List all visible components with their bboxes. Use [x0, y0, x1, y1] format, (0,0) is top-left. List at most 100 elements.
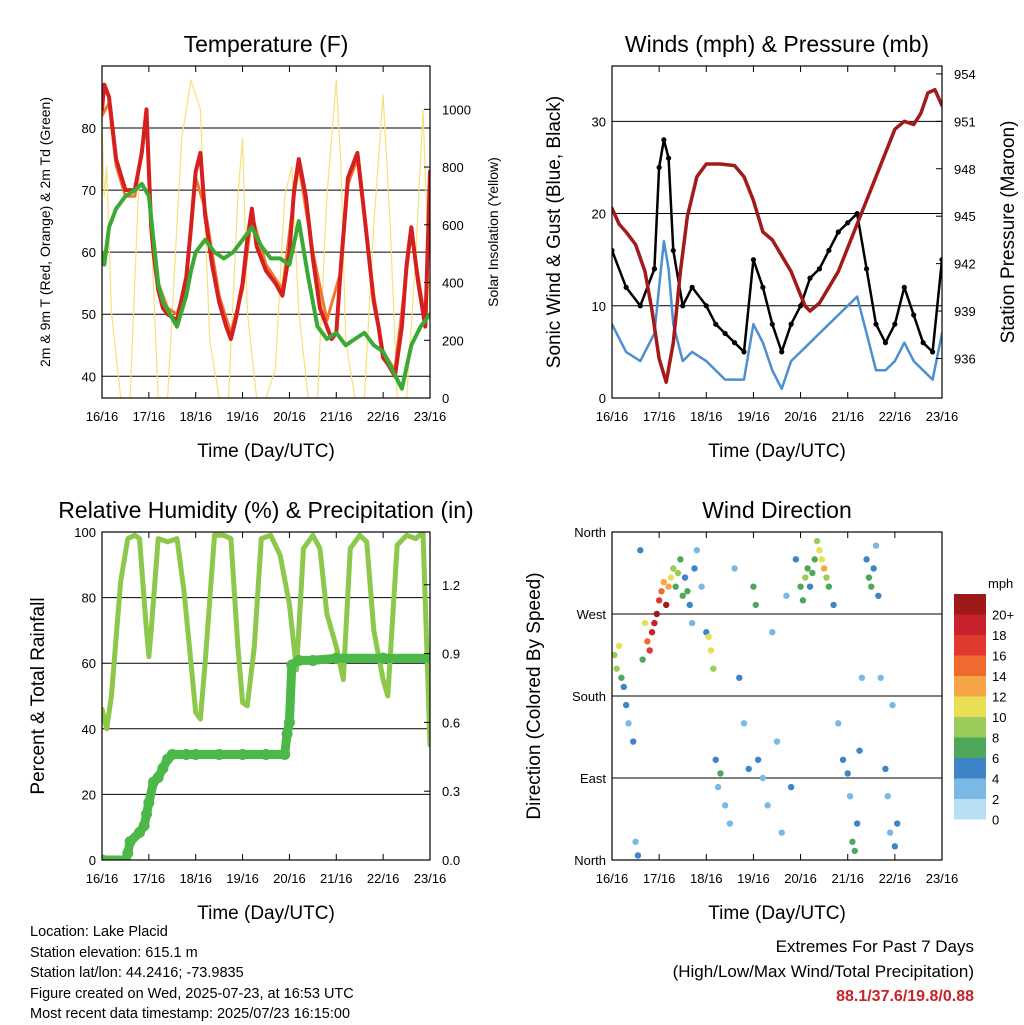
- y-right-tick-label: 0.0: [442, 853, 460, 868]
- direction-point: [660, 578, 668, 586]
- direction-point: [856, 747, 863, 754]
- direction-point: [823, 574, 830, 581]
- x-tick-label: 16/16: [86, 871, 119, 886]
- x-tick-label: 20/16: [273, 871, 306, 886]
- direction-point: [825, 583, 833, 590]
- direction-point: [639, 656, 646, 663]
- direction-point: [693, 547, 701, 554]
- gust-point: [703, 303, 709, 309]
- direction-point: [835, 720, 842, 727]
- direction-point: [872, 542, 880, 549]
- direction-point: [889, 701, 896, 709]
- gust-point: [637, 303, 643, 309]
- legend-swatch: [954, 717, 986, 738]
- plot-frame: [611, 65, 943, 399]
- direction-point: [613, 665, 620, 672]
- direction-point: [663, 601, 670, 609]
- gust-point: [661, 137, 667, 143]
- y-tick-label: 100: [74, 525, 96, 540]
- winds-pressure-panel: Winds (mph) & Pressure (mb) Time (Day/UTC…: [544, 31, 1019, 462]
- x-tick-label: 18/16: [179, 409, 212, 424]
- gust-point: [665, 155, 672, 161]
- precip-point: [279, 748, 291, 760]
- gust-point: [920, 340, 926, 346]
- gust-point: [901, 284, 907, 290]
- x-tick-label: 19/16: [737, 409, 770, 424]
- legend-swatch: [954, 696, 986, 717]
- gust-point: [670, 247, 676, 254]
- gust-point: [863, 266, 870, 272]
- elevation-text: Station elevation: 615.1 m: [30, 944, 198, 961]
- y-right-tick-label: 0.9: [442, 647, 460, 662]
- direction-point: [714, 783, 722, 791]
- temperature-panel: Temperature (F) Time (Day/UTC) 16/16 17/16 1…: [37, 31, 501, 462]
- direction-point: [684, 588, 691, 595]
- precip-point: [102, 854, 108, 860]
- gust-point: [731, 340, 738, 346]
- gust-point: [816, 266, 823, 272]
- precip-point: [138, 820, 150, 832]
- direction-point: [806, 583, 814, 590]
- legend-label: 20+: [992, 607, 1014, 622]
- precip-point: [424, 652, 430, 664]
- x-tick-label: 18/16: [690, 871, 723, 886]
- direction-point: [783, 592, 790, 599]
- y-tick-label: 20: [82, 787, 96, 802]
- direction-point: [686, 601, 693, 609]
- legend-swatch: [954, 594, 986, 615]
- direction-point: [752, 601, 759, 609]
- direction-point: [622, 701, 630, 709]
- precip-point: [260, 748, 272, 760]
- direction-point: [707, 647, 715, 654]
- gust-point: [612, 247, 615, 254]
- legend-swatch: [954, 758, 986, 779]
- y-tick-label: East: [580, 771, 606, 786]
- y-tick-label: 50: [82, 307, 96, 322]
- legend-label: 18: [992, 628, 1006, 643]
- plot-area: [612, 87, 942, 391]
- precip-point: [190, 748, 202, 760]
- gust-point: [769, 321, 775, 327]
- direction-point: [712, 756, 719, 763]
- gust-point: [929, 349, 936, 355]
- gust-point: [807, 275, 813, 281]
- x-tick-label: 19/16: [226, 409, 259, 424]
- y-right-tick-label: 948: [954, 162, 976, 177]
- legend-swatch: [954, 799, 986, 820]
- legend-label: 12: [992, 689, 1006, 704]
- y-tick-label: 0: [89, 853, 96, 868]
- direction-point: [688, 619, 696, 627]
- gust-point: [779, 349, 785, 355]
- gust-point: [750, 257, 757, 263]
- extremes-title: Extremes For Past 7 Days: [775, 937, 974, 956]
- direction-point: [773, 738, 781, 745]
- y-right-tick-label: 936: [954, 351, 976, 366]
- y-tick-label: 70: [82, 183, 96, 198]
- x-tick-label: 16/16: [596, 871, 629, 886]
- plot-area: [102, 532, 430, 860]
- y-right-tick-label: 1000: [442, 102, 471, 117]
- x-tick-label: 19/16: [737, 871, 770, 886]
- gust-point: [623, 284, 629, 290]
- x-tick-label: 17/16: [643, 409, 676, 424]
- x-tick-label: 22/16: [367, 871, 400, 886]
- direction-point: [646, 647, 653, 654]
- direction-point: [778, 829, 785, 836]
- x-tick-label: 19/16: [226, 871, 259, 886]
- y-tick-label: South: [572, 689, 606, 704]
- direction-point: [851, 847, 858, 855]
- direction-point: [731, 565, 738, 572]
- series-line: [612, 87, 942, 384]
- gust-point: [826, 247, 832, 254]
- y-axis-label: 2m & 9m T (Red, Orange) & 2m Td (Green): [37, 97, 53, 367]
- gust-point: [911, 312, 917, 318]
- y-tick-label: 80: [82, 121, 96, 136]
- y-right-tick-label: 0: [442, 391, 449, 406]
- y-tick-label: 30: [592, 114, 606, 129]
- direction-point: [644, 638, 651, 645]
- x-tick-label: 22/16: [879, 409, 912, 424]
- direction-point: [677, 556, 684, 563]
- chart-title: Temperature (F): [184, 31, 349, 57]
- precip-point: [377, 652, 389, 664]
- direction-point: [681, 574, 689, 581]
